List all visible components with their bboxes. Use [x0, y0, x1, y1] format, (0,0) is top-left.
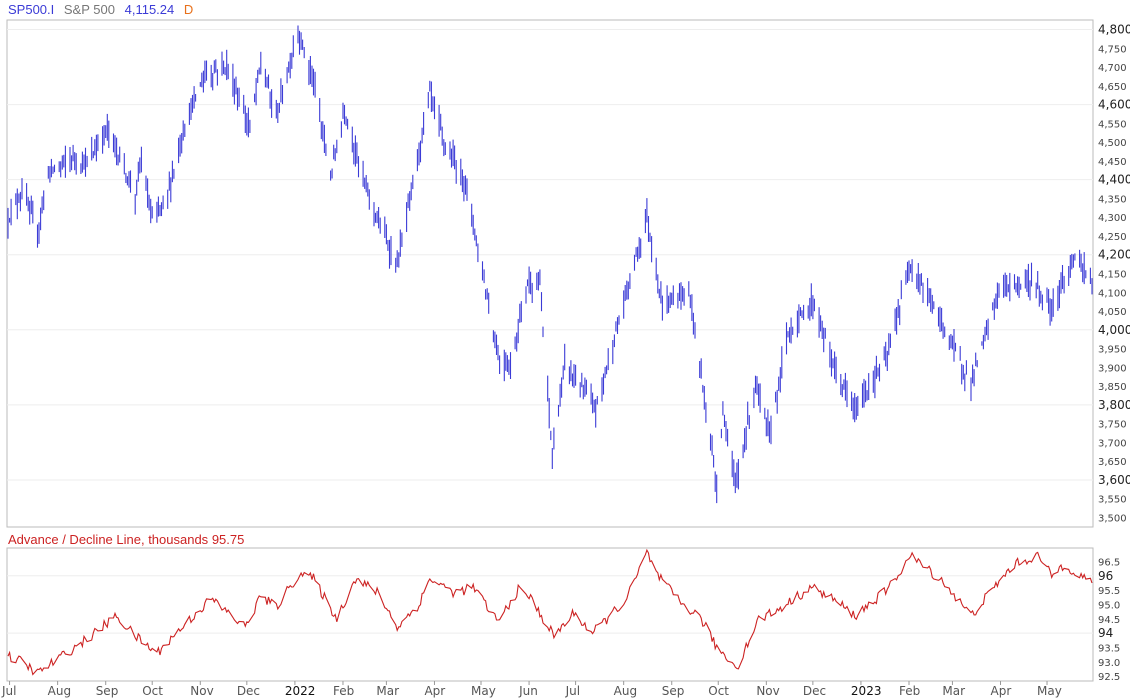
adline-tick-label: 93.0 — [1098, 658, 1120, 669]
price-tick-label: 4,600 — [1098, 98, 1130, 112]
adline-label: Advance / Decline Line, thousands — [8, 532, 209, 547]
x-tick-label: Jul — [1, 684, 16, 698]
x-tick-label: Apr — [424, 684, 445, 698]
price-tick-label: 4,000 — [1098, 323, 1130, 337]
x-tick-label: Feb — [899, 684, 920, 698]
price-y-axis: 4,800 4,600 4,400 4,200 4,000 3,800 3,600 4,750… — [1098, 23, 1130, 525]
adline-tick-label: 93.5 — [1098, 643, 1120, 654]
adline-path — [7, 548, 1093, 676]
x-tick-label: Feb — [333, 684, 354, 698]
price-tick-label: 3,600 — [1098, 473, 1130, 487]
price-tick-label: 4,050 — [1098, 307, 1127, 318]
adline-panel — [6, 547, 1094, 682]
adline-tick-label: 95.5 — [1098, 586, 1120, 597]
x-tick-label: May — [1037, 684, 1062, 698]
x-tick-label: Nov — [756, 684, 779, 698]
x-tick-label: Nov — [190, 684, 213, 698]
x-tick-label: Jul — [565, 684, 580, 698]
adline-value: 95.75 — [211, 532, 245, 547]
price-tick-label: 4,550 — [1098, 119, 1127, 130]
x-tick-label: Aug — [614, 684, 637, 698]
price-tick-label: 4,300 — [1098, 213, 1127, 224]
price-tick-label: 3,500 — [1098, 513, 1127, 524]
x-tick-label: Oct — [708, 684, 729, 698]
price-tick-label: 3,650 — [1098, 457, 1127, 468]
price-gridlines — [7, 29, 1093, 481]
adline-tick-label: 96.5 — [1098, 557, 1120, 568]
price-tick-label: 3,950 — [1098, 345, 1127, 356]
adline-tick-label: 94.5 — [1098, 615, 1120, 626]
price-tick-label: 4,650 — [1098, 82, 1127, 93]
index-name: S&P 500 — [63, 2, 115, 17]
last-value: 4,115.24 — [124, 2, 175, 17]
price-header: SP500.I S&P 500 4,115.24 D — [8, 2, 193, 17]
adline-tick-label: 94 — [1098, 626, 1113, 640]
x-tick-label: Sep — [662, 684, 685, 698]
price-tick-label: 3,550 — [1098, 495, 1127, 506]
adline-gridlines — [7, 575, 1093, 634]
x-tick-label: May — [471, 684, 496, 698]
x-axis: Jul Aug Sep Oct Nov Dec 2022 Feb Mar Apr May Jun Jul… — [1, 681, 1062, 698]
price-tick-label: 4,800 — [1098, 23, 1130, 37]
price-tick-label: 3,700 — [1098, 438, 1127, 449]
x-tick-label: 2022 — [285, 684, 316, 698]
price-tick-label: 4,750 — [1098, 44, 1127, 55]
price-tick-label: 4,350 — [1098, 194, 1127, 205]
price-tick-label: 4,400 — [1098, 173, 1130, 187]
x-tick-label: Dec — [803, 684, 826, 698]
price-tick-label: 4,250 — [1098, 232, 1127, 243]
adline-series — [7, 548, 1093, 676]
price-bars — [7, 25, 1093, 504]
symbol-label[interactable]: SP500.I — [8, 2, 55, 17]
x-tick-label: Apr — [991, 684, 1012, 698]
adline-tick-label: 92.5 — [1098, 672, 1120, 683]
price-tick-label: 4,450 — [1098, 157, 1127, 168]
x-tick-label: Oct — [142, 684, 163, 698]
period-label[interactable]: D — [183, 2, 194, 17]
price-panel — [6, 19, 1094, 528]
x-tick-label: 2023 — [851, 684, 882, 698]
x-tick-label: Sep — [96, 684, 119, 698]
price-tick-label: 3,750 — [1098, 420, 1127, 431]
price-tick-label: 3,800 — [1098, 398, 1130, 412]
price-tick-label: 4,700 — [1098, 63, 1127, 74]
price-tick-label: 4,500 — [1098, 138, 1127, 149]
price-tick-label: 3,850 — [1098, 382, 1127, 393]
price-tick-label: 4,150 — [1098, 270, 1127, 281]
price-tick-label: 4,200 — [1098, 248, 1130, 262]
price-tick-label: 4,100 — [1098, 288, 1127, 299]
price-tick-label: 3,900 — [1098, 363, 1127, 374]
adline-tick-label: 95.0 — [1098, 600, 1120, 611]
adline-tick-label: 96 — [1098, 569, 1113, 583]
x-tick-label: Mar — [376, 684, 399, 698]
adline-header: Advance / Decline Line, thousands 95.75 — [8, 532, 244, 547]
x-tick-label: Dec — [237, 684, 260, 698]
adline-y-axis: 96 94 96.5 95.5 95.0 94.5 93.5 93.0 92.5 — [1098, 557, 1120, 683]
x-tick-label: Jun — [518, 684, 538, 698]
x-tick-label: Aug — [48, 684, 71, 698]
x-tick-label: Mar — [942, 684, 965, 698]
